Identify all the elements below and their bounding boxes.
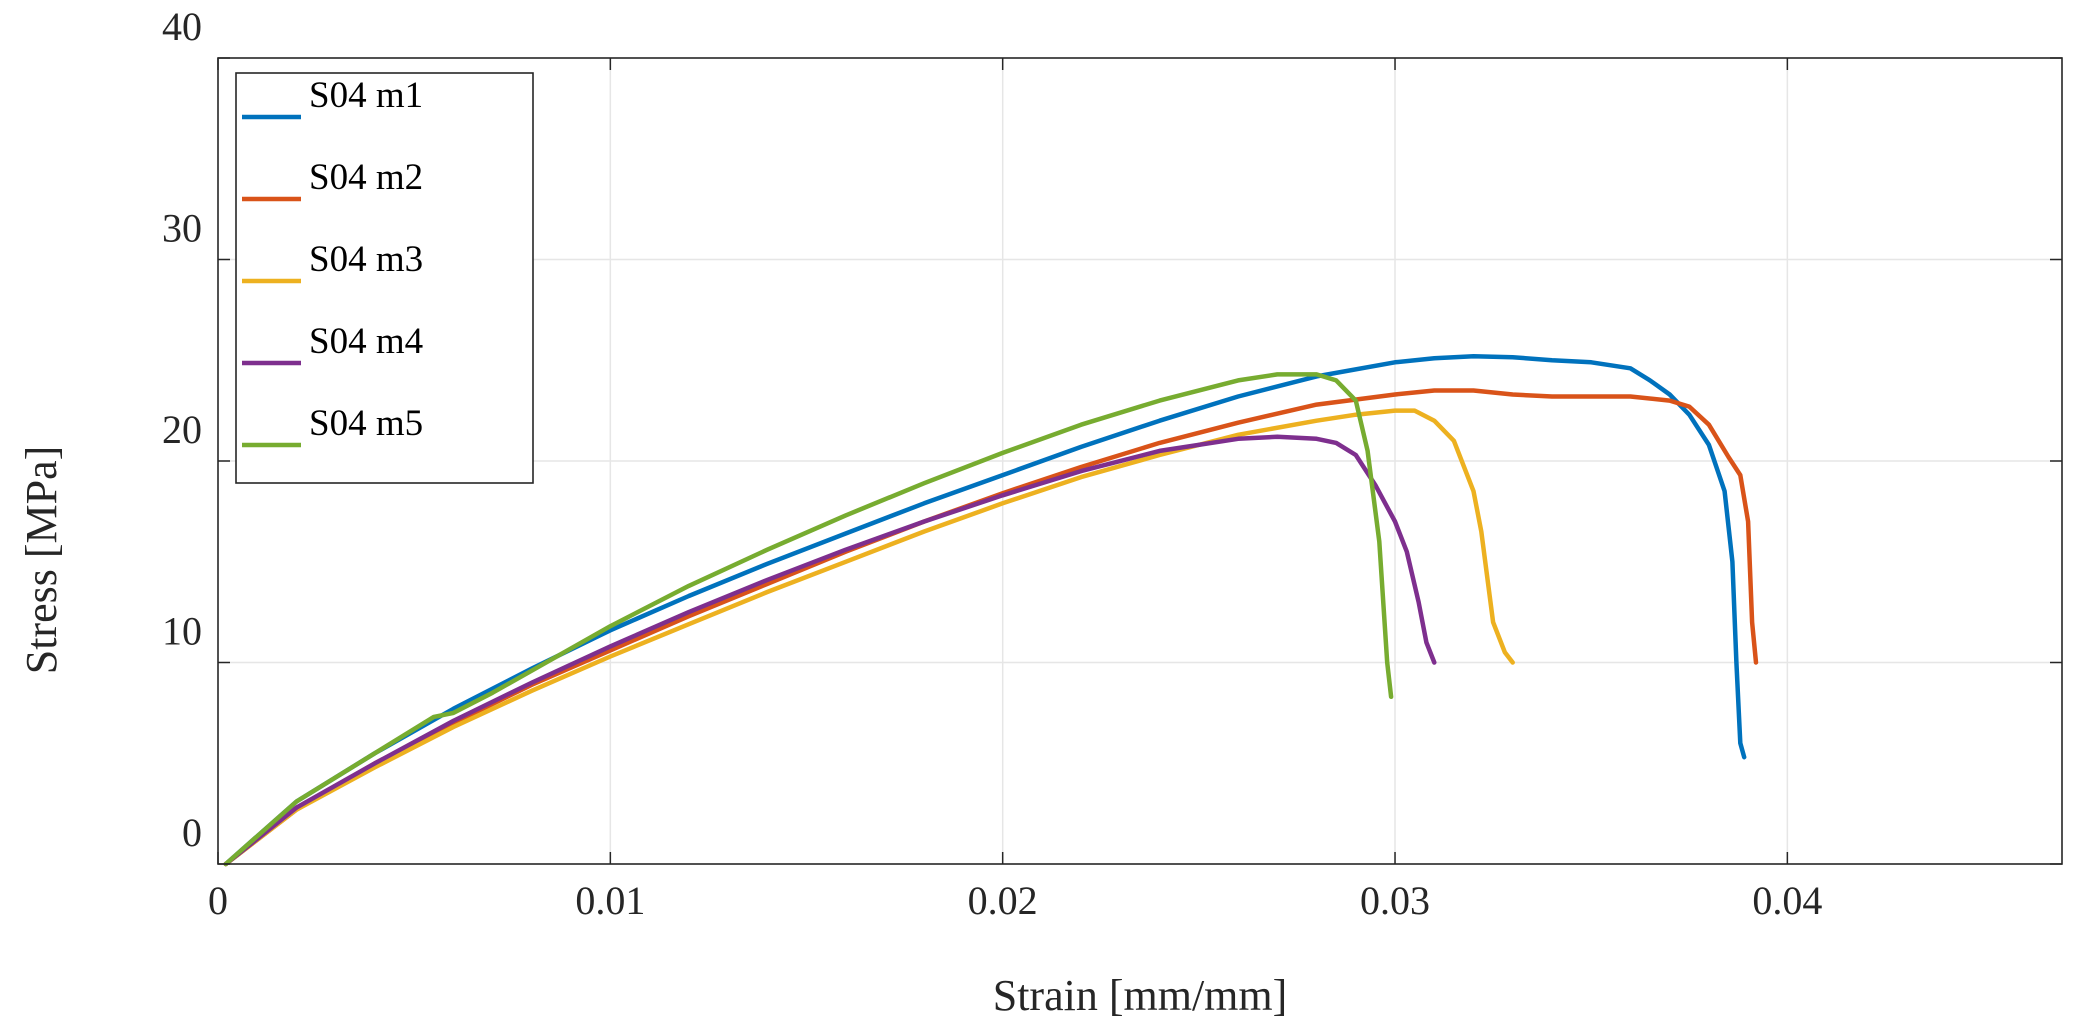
y-tick-label: 30	[162, 206, 202, 251]
x-tick-label: 0.03	[1360, 878, 1430, 923]
x-tick-label: 0.01	[575, 878, 645, 923]
series-line-3	[223, 408, 1515, 867]
series-line-1	[223, 353, 1747, 867]
series-line-5	[223, 372, 1394, 867]
series-lines	[223, 353, 1759, 867]
legend-box	[235, 72, 534, 484]
legend-label-1: S04 m1	[309, 75, 423, 116]
legend-label-5: S04 m5	[309, 403, 423, 444]
y-tick-label: 10	[162, 609, 202, 654]
y-axis-ticks: 0 10 20 30 40	[162, 4, 2062, 865]
legend: S04 m1 S04 m2 S04 m3 S04 m4 S04 m5	[235, 72, 534, 484]
series-line-4	[223, 434, 1437, 867]
x-axis-label: Strain [mm/mm]	[993, 971, 1288, 1020]
y-axis-label: Stress [MPa]	[17, 446, 66, 675]
legend-label-2: S04 m2	[309, 157, 423, 198]
x-tick-label: 0.02	[968, 878, 1038, 923]
x-tick-label: 0.04	[1752, 878, 1822, 923]
legend-label-4: S04 m4	[309, 321, 423, 362]
x-tick-label: 0	[208, 878, 228, 923]
legend-label-3: S04 m3	[309, 239, 423, 280]
y-tick-label: 40	[162, 4, 202, 49]
x-axis-ticks: 0 0.01 0.02 0.03 0.04	[208, 58, 1822, 923]
y-tick-label: 0	[182, 810, 202, 855]
y-tick-label: 20	[162, 407, 202, 452]
